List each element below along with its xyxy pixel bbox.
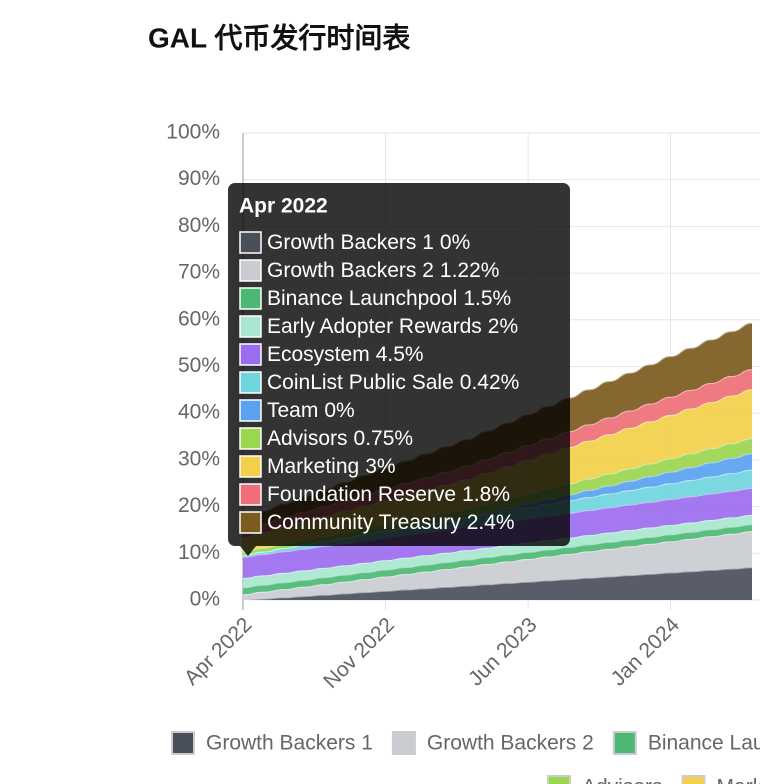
legend-label: Growth Backers 2 (427, 732, 594, 755)
tooltip-value: 2% (488, 315, 518, 338)
x-tick-label: Jan 2024 (607, 613, 685, 691)
tooltip-value: 0% (440, 231, 470, 254)
tooltip-name: Early Adopter Rewards (267, 315, 482, 338)
y-tick-label: 70% (178, 261, 220, 284)
y-tick-label: 100% (166, 121, 220, 144)
x-tick-label: Nov 2022 (319, 613, 399, 693)
tooltip-label: Growth Backers 2 1.22% (267, 259, 499, 282)
legend-swatch (391, 731, 416, 755)
tooltip-name: CoinList Public Sale (267, 371, 454, 394)
y-tick-label: 90% (178, 167, 220, 190)
y-tick-label: 60% (178, 307, 220, 330)
tooltip-label: Community Treasury 2.4% (267, 511, 515, 534)
legend-item: Marketing (681, 775, 760, 784)
tooltip-value: 0% (324, 399, 354, 422)
tooltip-swatch (239, 455, 262, 478)
y-tick-label: 50% (178, 354, 220, 377)
tooltip-name: Advisors (267, 427, 348, 450)
legend: Growth Backers 1 Growth Backers 2 Binance … (171, 731, 760, 784)
y-tick-label: 80% (178, 214, 220, 237)
tooltip-pointer (240, 546, 256, 556)
tooltip-value: 1.8% (462, 483, 510, 506)
tooltip-name: Growth Backers 2 (267, 259, 434, 282)
area (243, 567, 752, 600)
tooltip-swatch (239, 511, 262, 534)
tooltip-swatch (239, 315, 262, 338)
tooltip-label: Foundation Reserve 1.8% (267, 483, 510, 506)
tooltip-label: Marketing 3% (267, 455, 396, 478)
tooltip-label: Early Adopter Rewards 2% (267, 315, 518, 338)
x-tick-label: Jun 2023 (464, 613, 541, 690)
tooltip-swatch (239, 259, 262, 282)
legend-label: Growth Backers 1 (206, 732, 373, 755)
legend-label: Marketing (717, 776, 760, 784)
tooltip-name: Growth Backers 1 (267, 231, 434, 254)
tooltip-swatch (239, 343, 262, 366)
tooltip-value: 4.5% (376, 343, 424, 366)
tooltip-label: Growth Backers 1 0% (267, 231, 470, 254)
area (243, 531, 752, 600)
chart-title: GAL 代币发行时间表 (148, 21, 410, 53)
tooltip-title: Apr 2022 (239, 195, 328, 218)
y-tick-label: 30% (178, 447, 220, 470)
legend-swatch (547, 775, 571, 784)
tooltip-label: Advisors 0.75% (267, 427, 413, 450)
legend-label: Advisors (582, 776, 663, 784)
legend-item: Binance Launchpool (612, 731, 760, 755)
tooltip-swatch (239, 399, 262, 422)
x-tick-label: Apr 2022 (180, 613, 257, 690)
tooltip-value: 1.22% (440, 259, 500, 282)
tooltip-swatch (239, 231, 262, 254)
legend-swatch (171, 731, 195, 755)
tooltip-label: Binance Launchpool 1.5% (267, 287, 511, 310)
area (243, 524, 752, 595)
legend-label: Binance Launchpool (648, 732, 760, 755)
tooltip-name: Binance Launchpool (267, 287, 457, 310)
tooltip-value: 0.75% (354, 427, 414, 450)
tooltip-value: 2.4% (467, 511, 515, 534)
y-tick-label: 0% (190, 588, 220, 611)
y-tick-label: 20% (178, 494, 220, 517)
tooltip-name: Ecosystem (267, 343, 370, 366)
tooltip-name: Team (267, 399, 318, 422)
area (243, 514, 752, 588)
tooltip-swatch (239, 483, 262, 506)
legend-item: Advisors (547, 775, 663, 784)
y-tick-label: 40% (178, 401, 220, 424)
legend-swatch (681, 775, 706, 784)
tooltip-label: Team 0% (267, 399, 355, 422)
legend-swatch (612, 731, 637, 755)
tooltip-swatch (239, 427, 262, 450)
y-tick-label: 10% (178, 541, 220, 564)
tooltip-name: Marketing (267, 455, 359, 478)
legend-item: Growth Backers 2 (391, 731, 594, 755)
tooltip-box (228, 183, 570, 546)
legend-item: Growth Backers 1 (171, 731, 373, 755)
tooltip-name: Foundation Reserve (267, 483, 456, 506)
tooltip-value: 0.42% (460, 371, 520, 394)
tooltip-label: CoinList Public Sale 0.42% (267, 371, 519, 394)
tooltip-value: 3% (365, 455, 395, 478)
tooltip-swatch (239, 371, 262, 394)
tooltip-name: Community Treasury (267, 511, 461, 534)
tooltip-swatch (239, 287, 262, 310)
tooltip-label: Ecosystem 4.5% (267, 343, 424, 366)
tooltip-value: 1.5% (463, 287, 511, 310)
